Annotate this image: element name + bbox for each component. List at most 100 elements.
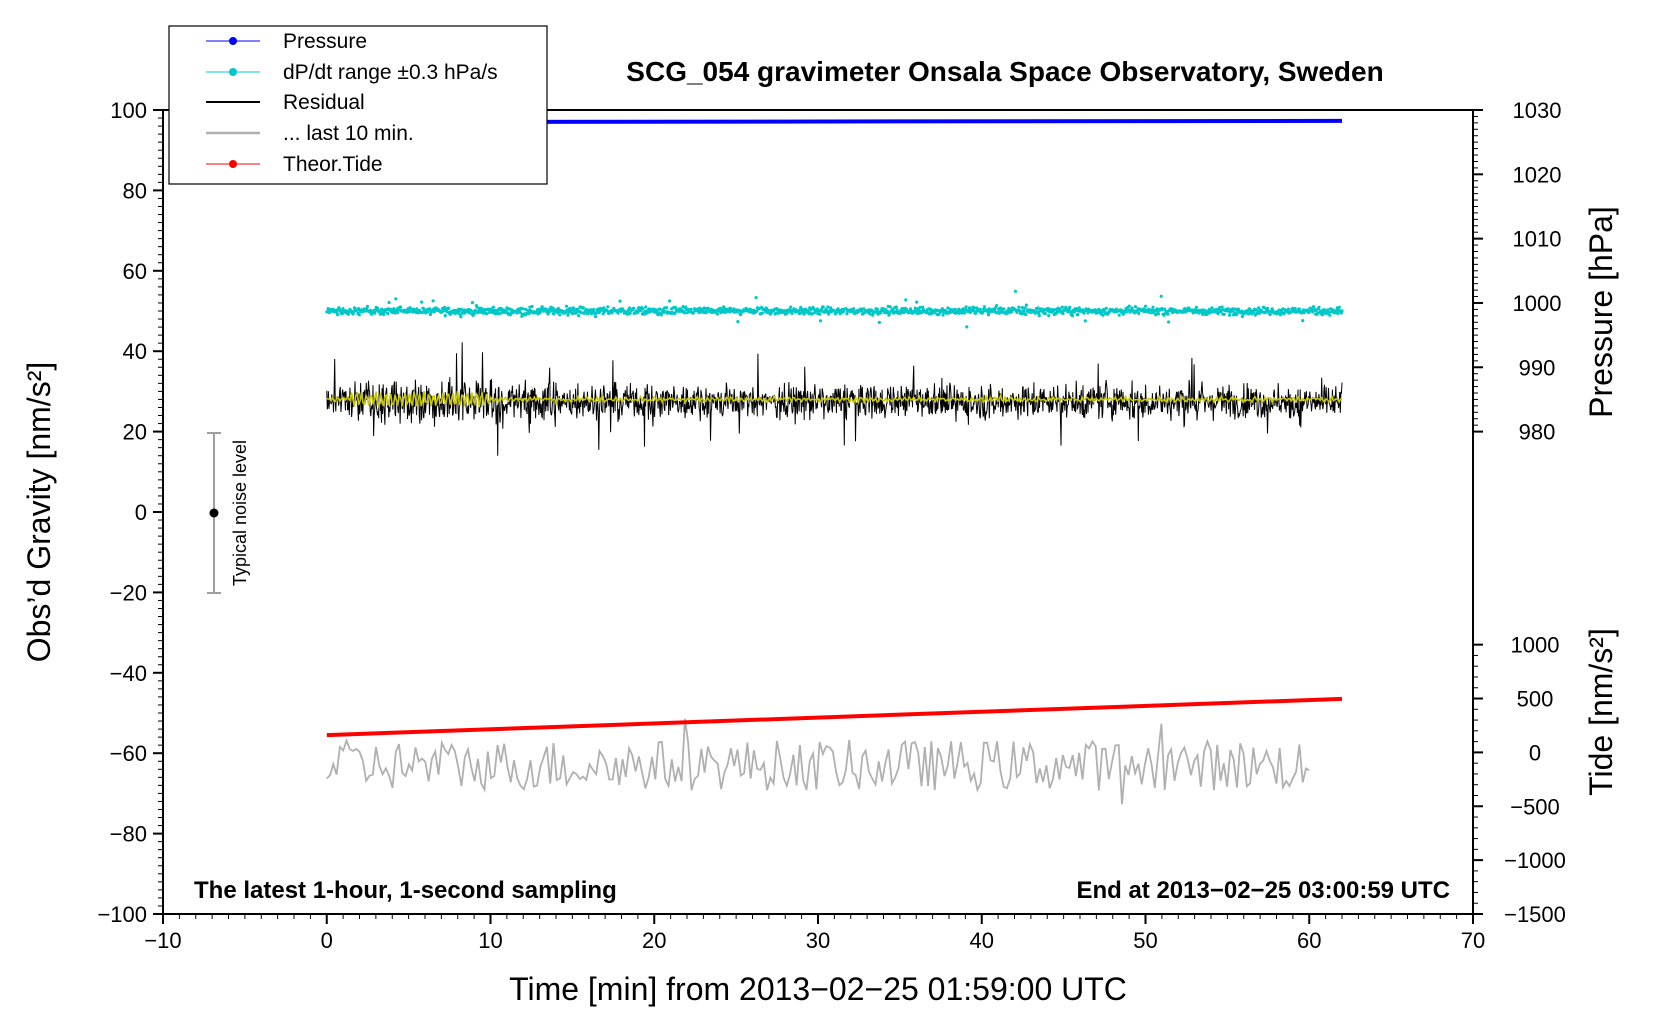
dpdt-point: [581, 306, 586, 310]
dpdt-point: [673, 311, 677, 315]
dpdt-point: [380, 307, 384, 311]
legend-label-pressure: Pressure: [283, 30, 367, 53]
x-tick-label: 60: [1297, 928, 1321, 953]
y-left-tick-label: −80: [110, 822, 147, 847]
dpdt-point: [1144, 304, 1148, 308]
legend-label-last10: ... last 10 min.: [283, 122, 414, 145]
dpdt-point: [684, 305, 688, 309]
noise-bar-label: Typical noise level: [230, 440, 250, 586]
legend-label-tide: Theor.Tide: [283, 153, 383, 176]
dpdt-point: [641, 307, 645, 311]
dpdt-point: [963, 311, 967, 315]
dpdt-point: [540, 305, 544, 309]
dpdt-point: [895, 308, 899, 312]
dpdt-point: [373, 311, 377, 315]
pressure-tick-label: 1000: [1513, 291, 1562, 316]
dpdt-point: [459, 315, 463, 319]
dpdt-point: [491, 305, 495, 309]
dpdt-point: [799, 305, 803, 310]
dpdt-point: [1331, 308, 1335, 312]
x-tick-label: 20: [642, 928, 666, 953]
dpdt-point: [826, 305, 830, 309]
pressure-tick-label: 1030: [1513, 98, 1562, 123]
dpdt-point: [1222, 312, 1226, 316]
legend-label-residual: Residual: [283, 91, 365, 114]
ticks-layer: −10 0 10 20 30 40 50 60 70100806040200−20−40−60−…: [97, 98, 1565, 953]
dpdt-point: [365, 304, 369, 308]
dpdt-point: [387, 300, 391, 305]
dpdt-point: [1076, 313, 1080, 317]
noise-level-indicator: Typical noise level: [207, 432, 250, 594]
dpdt-point: [1202, 308, 1206, 312]
dpdt-point: [396, 310, 400, 315]
tide-tick-label: −1500: [1504, 902, 1566, 927]
dpdt-point: [1317, 305, 1321, 309]
dpdt-point: [941, 313, 945, 317]
dpdt-point: [1037, 313, 1041, 318]
dpdt-point: [821, 305, 825, 309]
series-last-10-min: [326, 718, 1310, 805]
pressure-tick-label: 980: [1519, 420, 1556, 445]
dpdt-point: [575, 310, 579, 314]
dpdt-point: [1289, 310, 1293, 314]
dpdt-point: [902, 309, 907, 313]
dpdt-point: [1093, 308, 1098, 312]
dpdt-point: [497, 312, 502, 316]
dpdt-point: [1235, 312, 1239, 316]
dpdt-point: [1013, 289, 1018, 293]
dpdt-point: [1117, 313, 1121, 317]
dpdt-point: [972, 308, 976, 312]
dpdt-point: [995, 304, 999, 308]
dpdt-point: [422, 307, 426, 311]
dpdt-point: [1137, 311, 1141, 315]
legend-item-last10: ... last 10 min.: [206, 122, 414, 145]
dpdt-point: [469, 308, 473, 312]
dpdt-point: [877, 320, 882, 324]
legend: Pressure dP/dt range ±0.3 hPa/s Residual…: [168, 25, 548, 185]
dpdt-point: [682, 311, 687, 315]
dpdt-point: [571, 312, 575, 316]
dpdt-point: [524, 307, 528, 312]
dpdt-point: [1210, 306, 1214, 310]
tide-tick-label: 1000: [1511, 633, 1560, 658]
dpdt-point: [382, 312, 386, 317]
dpdt-point: [1286, 307, 1291, 311]
dpdt-point: [755, 309, 759, 313]
dpdt-point: [1002, 307, 1006, 311]
dpdt-point: [1216, 312, 1220, 316]
dpdt-point: [1009, 310, 1014, 314]
tide-tick-label: 0: [1529, 740, 1541, 765]
x-axis-title: Time [min] from 2013−02−25 01:59:00 UTC: [509, 971, 1127, 1007]
dpdt-point: [960, 311, 964, 315]
dpdt-point: [1240, 314, 1244, 319]
y-axis-left-title: Obs’d Gravity [nm/s²]: [21, 362, 57, 663]
y-left-tick-label: 100: [110, 98, 147, 123]
dpdt-point: [776, 311, 781, 315]
y-left-tick-label: −60: [110, 741, 147, 766]
dpdt-point: [606, 305, 610, 309]
dpdt-point: [789, 305, 793, 309]
dpdt-point: [1058, 307, 1062, 311]
dpdt-point: [852, 307, 856, 311]
x-tick-label: 0: [321, 928, 333, 953]
y-left-tick-label: −100: [97, 902, 147, 927]
x-tick-label: 40: [970, 928, 994, 953]
dpdt-point: [658, 307, 662, 311]
dpdt-point: [375, 306, 380, 310]
tide-tick-label: 500: [1517, 687, 1554, 712]
dpdt-point: [1101, 313, 1105, 317]
dpdt-point: [346, 312, 350, 316]
dpdt-point: [394, 297, 398, 301]
dpdt-point: [341, 307, 345, 311]
dpdt-point: [706, 306, 710, 310]
dpdt-point: [967, 306, 972, 310]
dpdt-point: [818, 319, 823, 323]
dpdt-point: [594, 315, 598, 319]
dpdt-point: [665, 306, 669, 310]
y-left-tick-label: 80: [123, 178, 147, 203]
dpdt-point: [431, 299, 435, 303]
footer-note-right: End at 2013−02−25 03:00:59 UTC: [1076, 877, 1450, 904]
dpdt-point: [1070, 314, 1074, 318]
y-left-tick-label: −40: [110, 661, 147, 686]
dpdt-point: [790, 311, 794, 315]
